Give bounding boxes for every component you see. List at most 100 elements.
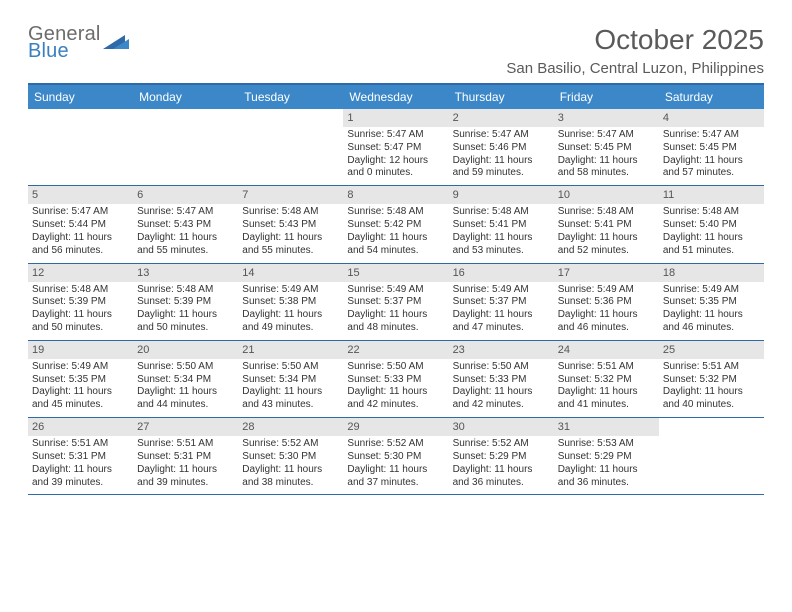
month-title: October 2025 (506, 24, 764, 56)
sunset-line: Sunset: 5:43 PM (137, 219, 234, 232)
sunrise-line: Sunrise: 5:53 AM (558, 438, 655, 451)
sunset-line: Sunset: 5:41 PM (558, 219, 655, 232)
daylight-line: Daylight: 11 hours and 42 minutes. (347, 386, 444, 412)
day-details: Sunrise: 5:51 AMSunset: 5:32 PMDaylight:… (659, 361, 764, 417)
day-number: 27 (133, 418, 238, 436)
day-details: Sunrise: 5:50 AMSunset: 5:34 PMDaylight:… (238, 361, 343, 417)
daylight-line: Daylight: 11 hours and 52 minutes. (558, 232, 655, 258)
daylight-line: Daylight: 12 hours and 0 minutes. (347, 155, 444, 181)
day-number: 26 (28, 418, 133, 436)
daylight-line: Daylight: 11 hours and 46 minutes. (663, 309, 760, 335)
day-number: 25 (659, 341, 764, 359)
day-details: Sunrise: 5:49 AMSunset: 5:37 PMDaylight:… (449, 284, 554, 340)
day-details: Sunrise: 5:51 AMSunset: 5:32 PMDaylight:… (554, 361, 659, 417)
daylight-line: Daylight: 11 hours and 43 minutes. (242, 386, 339, 412)
day-number: 11 (659, 186, 764, 204)
sunset-line: Sunset: 5:45 PM (558, 142, 655, 155)
calendar: Sunday Monday Tuesday Wednesday Thursday… (28, 83, 764, 495)
sunrise-line: Sunrise: 5:48 AM (347, 206, 444, 219)
weekday-header: Saturday (659, 85, 764, 109)
sunset-line: Sunset: 5:39 PM (32, 296, 129, 309)
daylight-line: Daylight: 11 hours and 49 minutes. (242, 309, 339, 335)
daylight-line: Daylight: 11 hours and 47 minutes. (453, 309, 550, 335)
day-number: 17 (554, 264, 659, 282)
day-details: Sunrise: 5:48 AMSunset: 5:39 PMDaylight:… (133, 284, 238, 340)
day-number: 30 (449, 418, 554, 436)
sunrise-line: Sunrise: 5:48 AM (137, 284, 234, 297)
calendar-cell: 13Sunrise: 5:48 AMSunset: 5:39 PMDayligh… (133, 264, 238, 340)
day-number: 21 (238, 341, 343, 359)
calendar-cell: 10Sunrise: 5:48 AMSunset: 5:41 PMDayligh… (554, 186, 659, 262)
daylight-line: Daylight: 11 hours and 36 minutes. (453, 464, 550, 490)
sunrise-line: Sunrise: 5:47 AM (347, 129, 444, 142)
calendar-week: 12Sunrise: 5:48 AMSunset: 5:39 PMDayligh… (28, 264, 764, 341)
day-details: Sunrise: 5:47 AMSunset: 5:45 PMDaylight:… (554, 129, 659, 185)
day-details: Sunrise: 5:50 AMSunset: 5:33 PMDaylight:… (449, 361, 554, 417)
weekday-header: Thursday (449, 85, 554, 109)
day-details: Sunrise: 5:50 AMSunset: 5:34 PMDaylight:… (133, 361, 238, 417)
calendar-cell: 16Sunrise: 5:49 AMSunset: 5:37 PMDayligh… (449, 264, 554, 340)
calendar-cell: 28Sunrise: 5:52 AMSunset: 5:30 PMDayligh… (238, 418, 343, 494)
calendar-cell: 12Sunrise: 5:48 AMSunset: 5:39 PMDayligh… (28, 264, 133, 340)
calendar-week: 19Sunrise: 5:49 AMSunset: 5:35 PMDayligh… (28, 341, 764, 418)
sunset-line: Sunset: 5:30 PM (347, 451, 444, 464)
day-number: 5 (28, 186, 133, 204)
sunset-line: Sunset: 5:37 PM (347, 296, 444, 309)
day-number: 10 (554, 186, 659, 204)
calendar-cell-blank (133, 109, 238, 185)
calendar-week: 5Sunrise: 5:47 AMSunset: 5:44 PMDaylight… (28, 186, 764, 263)
day-details: Sunrise: 5:48 AMSunset: 5:41 PMDaylight:… (449, 206, 554, 262)
day-number: 24 (554, 341, 659, 359)
calendar-cell: 8Sunrise: 5:48 AMSunset: 5:42 PMDaylight… (343, 186, 448, 262)
daylight-line: Daylight: 11 hours and 59 minutes. (453, 155, 550, 181)
daylight-line: Daylight: 11 hours and 42 minutes. (453, 386, 550, 412)
day-details: Sunrise: 5:51 AMSunset: 5:31 PMDaylight:… (28, 438, 133, 494)
sunrise-line: Sunrise: 5:50 AM (453, 361, 550, 374)
sunset-line: Sunset: 5:46 PM (453, 142, 550, 155)
calendar-cell: 7Sunrise: 5:48 AMSunset: 5:43 PMDaylight… (238, 186, 343, 262)
sunset-line: Sunset: 5:32 PM (663, 374, 760, 387)
daylight-line: Daylight: 11 hours and 44 minutes. (137, 386, 234, 412)
calendar-cell: 30 Sunrise: 5:52 AMSunset: 5:29 PMDayligh… (449, 418, 554, 494)
sunrise-line: Sunrise: 5:47 AM (137, 206, 234, 219)
sunset-line: Sunset: 5:34 PM (242, 374, 339, 387)
day-number: 1 (343, 109, 448, 127)
sunrise-line: Sunrise: 5:47 AM (32, 206, 129, 219)
day-number (659, 418, 764, 436)
weekday-header: Monday (133, 85, 238, 109)
sunrise-line: Sunrise: 5:51 AM (137, 438, 234, 451)
sunset-line: Sunset: 5:29 PM (558, 451, 655, 464)
daylight-line: Daylight: 11 hours and 55 minutes. (242, 232, 339, 258)
daylight-line: Daylight: 11 hours and 48 minutes. (347, 309, 444, 335)
sunset-line: Sunset: 5:43 PM (242, 219, 339, 232)
calendar-cell: 23Sunrise: 5:50 AMSunset: 5:33 PMDayligh… (449, 341, 554, 417)
day-details: Sunrise: 5:49 AMSunset: 5:37 PMDaylight:… (343, 284, 448, 340)
day-details: Sunrise: 5:48 AMSunset: 5:42 PMDaylight:… (343, 206, 448, 262)
daylight-line: Daylight: 11 hours and 37 minutes. (347, 464, 444, 490)
day-number: 31 (554, 418, 659, 436)
sunrise-line: Sunrise: 5:51 AM (32, 438, 129, 451)
weekday-header: Sunday (28, 85, 133, 109)
sunset-line: Sunset: 5:47 PM (347, 142, 444, 155)
day-details: Sunrise: 5:52 AMSunset: 5:30 PMDaylight:… (343, 438, 448, 494)
daylight-line: Daylight: 11 hours and 39 minutes. (137, 464, 234, 490)
sunset-line: Sunset: 5:35 PM (32, 374, 129, 387)
sunset-line: Sunset: 5:40 PM (663, 219, 760, 232)
calendar-cell-blank (238, 109, 343, 185)
day-number: 4 (659, 109, 764, 127)
calendar-cell: 29Sunrise: 5:52 AMSunset: 5:30 PMDayligh… (343, 418, 448, 494)
day-number: 2 (449, 109, 554, 127)
day-details: Sunrise: 5:48 AMSunset: 5:40 PMDaylight:… (659, 206, 764, 262)
day-number: 7 (238, 186, 343, 204)
daylight-line: Daylight: 11 hours and 57 minutes. (663, 155, 760, 181)
daylight-line: Daylight: 11 hours and 53 minutes. (453, 232, 550, 258)
day-details: Sunrise: 5:52 AMSunset: 5:29 PMDaylight:… (449, 438, 554, 494)
calendar-week: 26 Sunrise: 5:51 AMSunset: 5:31 PMDayligh… (28, 418, 764, 495)
calendar-cell: 11 Sunrise: 5:48 AMSunset: 5:40 PMDayligh… (659, 186, 764, 262)
day-details: Sunrise: 5:47 AMSunset: 5:45 PMDaylight:… (659, 129, 764, 185)
sunset-line: Sunset: 5:41 PM (453, 219, 550, 232)
calendar-cell-blank (28, 109, 133, 185)
sunset-line: Sunset: 5:45 PM (663, 142, 760, 155)
day-details: Sunrise: 5:49 AMSunset: 5:38 PMDaylight:… (238, 284, 343, 340)
sunrise-line: Sunrise: 5:51 AM (558, 361, 655, 374)
